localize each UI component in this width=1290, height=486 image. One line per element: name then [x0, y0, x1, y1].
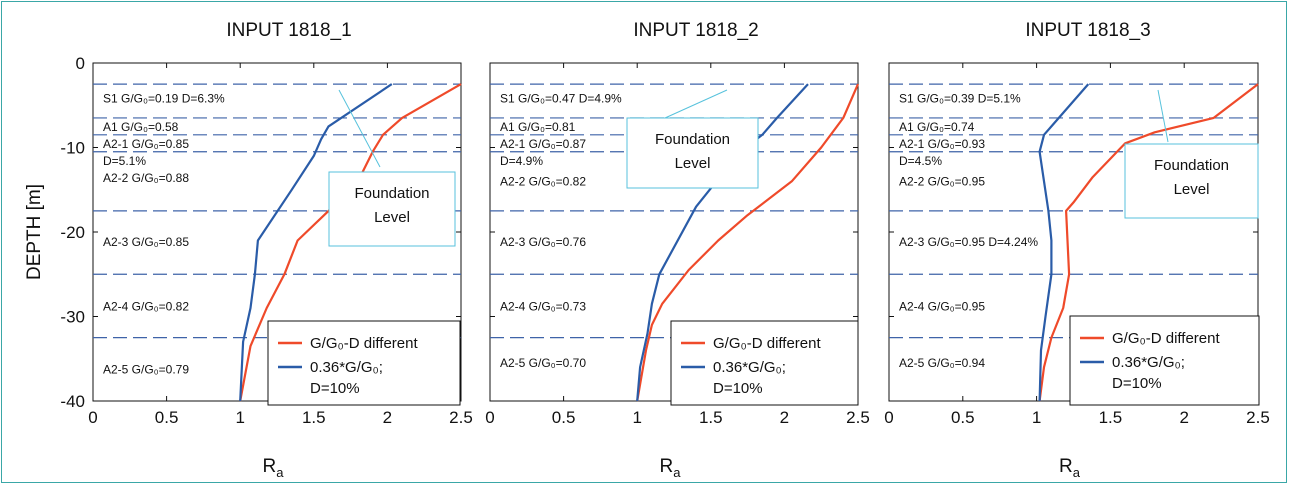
layer-label: A2-2 G/G₀=0.88 [103, 171, 189, 185]
legend-entry-blue: 0.36*G/G₀; [713, 359, 786, 376]
callout-pointer [338, 89, 381, 168]
x-axis-label-subscript: a [673, 465, 681, 480]
panel-title: INPUT 1818_2 [633, 20, 758, 41]
layer-label: A2-3 G/G₀=0.85 [103, 235, 189, 249]
x-axis-label-subscript: a [276, 465, 284, 480]
layer-label: D=4.9% [500, 154, 543, 168]
legend-entry-blue: 0.36*G/G₀; [1112, 354, 1185, 371]
x-axis-label: Ra [660, 456, 682, 480]
y-tick-label: -10 [60, 139, 85, 158]
legend-entry-blue-line2: D=10% [1112, 375, 1162, 392]
blue-series-line [636, 83, 809, 402]
layer-label: A2-3 G/G₀=0.76 [500, 235, 586, 249]
panel-title: INPUT 1818_3 [1025, 20, 1150, 41]
blue-series-line [239, 83, 393, 402]
legend-box [670, 320, 859, 406]
layer-label: A2-3 G/G₀=0.95 D=4.24% [899, 235, 1038, 249]
legend-entry-red: G/G₀-D different [310, 335, 418, 352]
callout-text: Level [1174, 181, 1210, 198]
layer-label: A2-1 G/G₀=0.85 [103, 137, 189, 151]
callout-box [1124, 143, 1259, 219]
x-tick-label: 0.5 [552, 408, 576, 427]
y-axis-label: DEPTH [m] [24, 184, 45, 280]
x-tick-label: 2 [780, 408, 789, 427]
x-tick-label: 1 [1032, 408, 1041, 427]
x-axis-label: Ra [1059, 456, 1081, 480]
legend-entry-red: G/G₀-D different [1112, 330, 1220, 347]
callout-text: Level [675, 155, 711, 172]
y-tick-label: 0 [76, 54, 85, 73]
layer-label: A2-4 G/G₀=0.95 [899, 299, 985, 313]
callout-box [626, 117, 759, 189]
x-tick-label: 2 [383, 408, 392, 427]
callout-pointer [664, 89, 728, 119]
layer-label: A2-2 G/G₀=0.95 [899, 174, 985, 188]
y-tick-label: -30 [60, 308, 85, 327]
x-tick-label: 1 [632, 408, 641, 427]
x-tick-label: 2 [1179, 408, 1188, 427]
callout-text: Foundation [1154, 157, 1229, 174]
x-tick-label: 1.5 [302, 408, 326, 427]
legend-entry-red: G/G₀-D different [713, 335, 821, 352]
layer-label: A2-5 G/G₀=0.70 [500, 356, 586, 370]
x-tick-label: 2.5 [846, 408, 870, 427]
x-tick-label: 0 [88, 408, 97, 427]
chart-panel-1: INPUT 1818_1 0 0.5 1 1.5 2 2.5 0 -10 -20 -30 -40 Ra S… [60, 20, 472, 480]
chart-panel-2: INPUT 1818_2 0 0.5 1 1.5 2 2.5 Ra S1 G/G₀=0.47 D… [485, 20, 870, 480]
x-axis-label: Ra [263, 456, 285, 480]
red-series-line [1038, 83, 1259, 402]
x-tick-label: 2.5 [449, 408, 473, 427]
layer-label: A1 G/G₀=0.81 [500, 120, 576, 134]
x-tick-label: 1 [235, 408, 244, 427]
layer-label: A2-1 G/G₀=0.87 [500, 137, 586, 151]
x-tick-label: 0 [485, 408, 494, 427]
callout-text: Foundation [655, 131, 730, 148]
layer-label: S1 G/G₀=0.47 D=4.9% [500, 91, 622, 105]
layer-label: S1 G/G₀=0.39 D=5.1% [899, 91, 1021, 105]
x-tick-label: 1.5 [1099, 408, 1123, 427]
layer-label: A2-1 G/G₀=0.93 [899, 137, 985, 151]
x-axis-label-subscript: a [1073, 465, 1081, 480]
layer-label: S1 G/G₀=0.19 D=6.3% [103, 91, 225, 105]
x-tick-label: 0.5 [155, 408, 179, 427]
layer-label: A2-5 G/G₀=0.94 [899, 356, 985, 370]
layer-label: A1 G/G₀=0.58 [103, 120, 179, 134]
layer-label: A1 G/G₀=0.74 [899, 120, 975, 134]
callout-text: Foundation [354, 185, 429, 202]
y-tick-label: -20 [60, 223, 85, 242]
legend-entry-blue-line2: D=10% [310, 380, 360, 397]
x-tick-label: 0 [884, 408, 893, 427]
chart-panel-3: INPUT 1818_3 0 0.5 1 1.5 2 2.5 Ra S1 G/G₀=0.39 D… [884, 20, 1270, 480]
legend-box [1069, 315, 1260, 406]
layer-label: D=5.1% [103, 154, 146, 168]
layer-label: A2-2 G/G₀=0.82 [500, 174, 586, 188]
x-tick-label: 1.5 [699, 408, 723, 427]
callout-pointer [1157, 89, 1169, 143]
x-tick-label: 0.5 [951, 408, 975, 427]
callout-text: Level [374, 209, 410, 226]
legend-entry-blue-line2: D=10% [713, 380, 763, 397]
layer-label: A2-5 G/G₀=0.79 [103, 363, 189, 377]
blue-series-line [1038, 83, 1090, 402]
layer-label: A2-4 G/G₀=0.82 [103, 299, 189, 313]
red-series-line [636, 83, 860, 402]
layer-label: A2-4 G/G₀=0.73 [500, 299, 586, 313]
layer-label: D=4.5% [899, 154, 942, 168]
panel-title: INPUT 1818_1 [226, 20, 351, 41]
legend-entry-blue: 0.36*G/G₀; [310, 359, 383, 376]
y-tick-label: -40 [60, 392, 85, 411]
legend-box [267, 320, 461, 406]
callout-box [328, 171, 456, 247]
x-tick-label: 2.5 [1246, 408, 1270, 427]
